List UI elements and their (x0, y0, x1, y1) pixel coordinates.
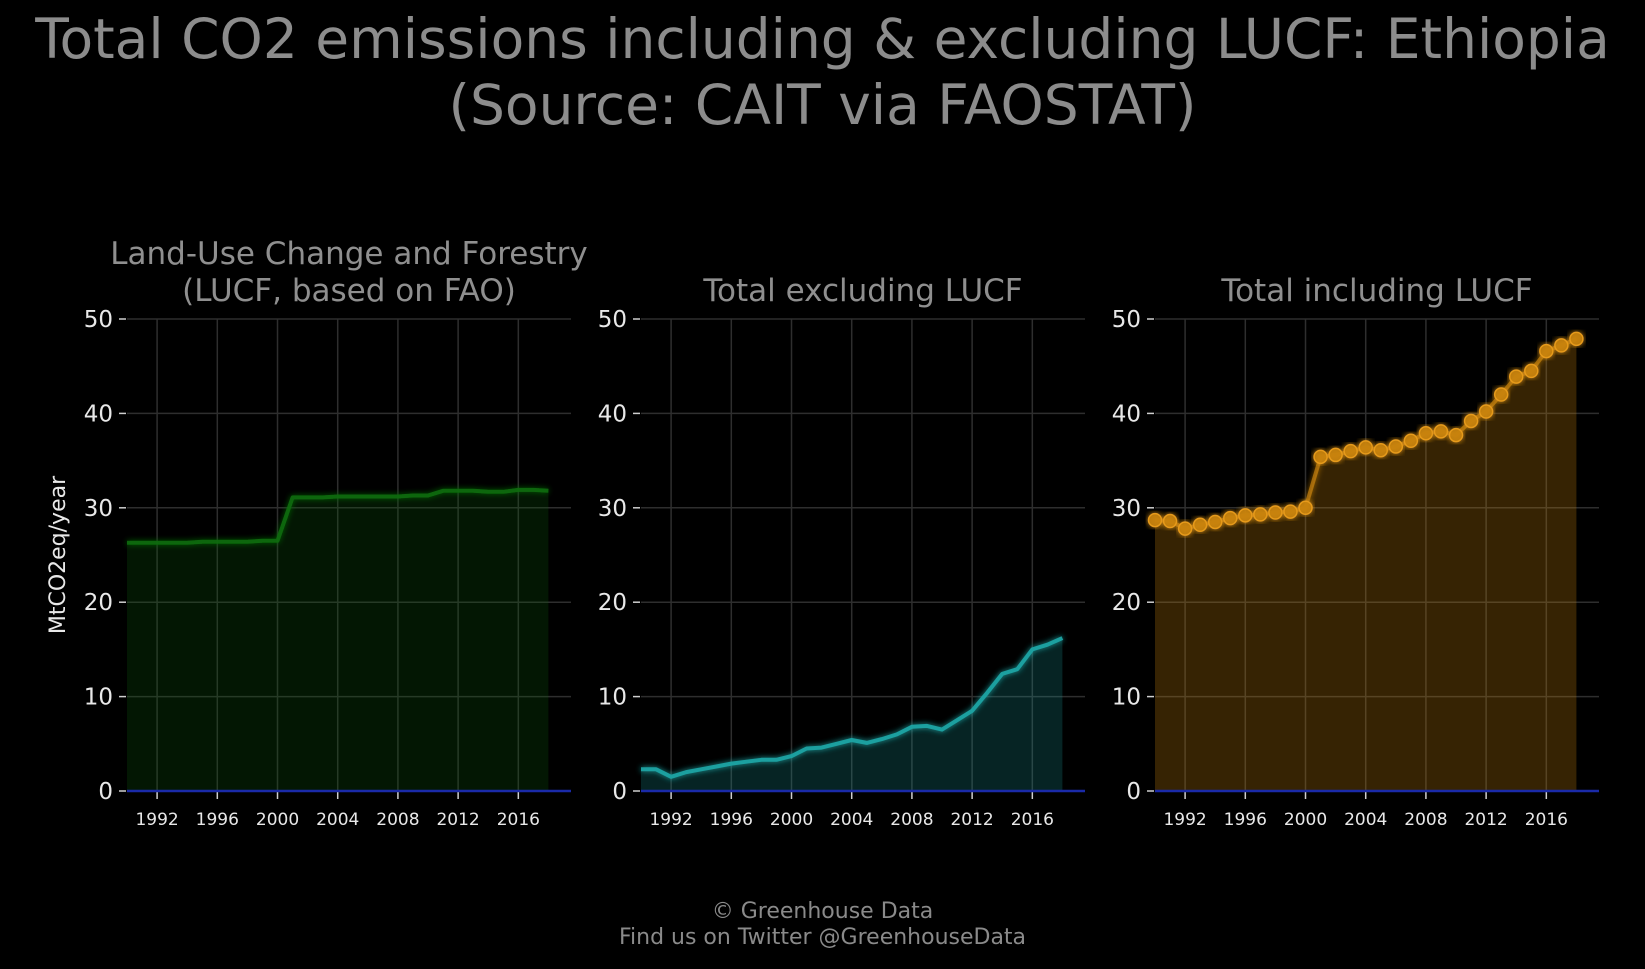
x-tick-label: 2016 (1011, 810, 1054, 830)
panel-title-line: (LUCF, based on FAO) (182, 273, 516, 309)
data-point (1298, 500, 1313, 516)
data-point (1283, 504, 1298, 519)
y-tick-label: 50 (598, 307, 627, 333)
data-point (1388, 439, 1404, 454)
chart-panel-1: 0 10 20 30 40 50 1992 1996 2000 2004 2008 2012 2016 L… (46, 236, 588, 830)
x-tick-label: 1996 (1224, 810, 1267, 830)
data-point (1253, 507, 1268, 522)
data-point (1313, 449, 1328, 465)
chart-panel-2: 0 10 20 30 40 50 1992 1996 2000 2004 2008 2012 2016 T… (598, 273, 1085, 830)
data-point (1192, 517, 1208, 533)
x-tick-label: 2000 (256, 810, 299, 830)
y-axis-label: MtCO2eq/year (46, 475, 71, 634)
series-area (127, 489, 549, 791)
data-point (1554, 338, 1569, 353)
y-tick-label: 20 (598, 590, 627, 616)
data-point (1177, 521, 1193, 536)
y-tick-label: 20 (84, 590, 113, 616)
main-title-line1: Total CO2 emissions including & excludin… (35, 7, 1610, 71)
x-tick-label: 1992 (649, 810, 692, 830)
data-point (1328, 447, 1343, 463)
data-point (1162, 513, 1178, 529)
x-tick-label: 2012 (950, 810, 993, 830)
data-point (1403, 433, 1419, 449)
data-point (1207, 514, 1223, 530)
y-tick-label: 30 (84, 496, 113, 522)
y-tick-label: 40 (84, 401, 113, 427)
panel-title-line: Total excluding LUCF (702, 273, 1022, 309)
y-tick-label: 20 (1112, 590, 1141, 616)
x-tick-label: 1992 (1163, 810, 1206, 830)
x-tick-label: 2008 (890, 810, 933, 830)
x-tick-label: 2008 (1404, 810, 1447, 830)
footer: © Greenhouse Data Find us on Twitter @Gr… (0, 899, 1645, 951)
x-tick-label: 2004 (316, 810, 359, 830)
y-tick-label: 40 (1112, 401, 1141, 427)
chart-panel-3: 0 10 20 30 40 50 1992 1996 2000 2004 2008 2012 2016 T… (1112, 273, 1599, 830)
data-point (1238, 508, 1253, 523)
x-tick-label: 2004 (830, 810, 873, 830)
data-point (1373, 442, 1389, 458)
data-point (1493, 387, 1509, 402)
data-point (1147, 512, 1163, 528)
panel-title-line: Total including LUCF (1220, 273, 1532, 309)
y-tick-label: 30 (598, 496, 627, 522)
y-tick-label: 0 (1126, 779, 1141, 805)
data-point (1358, 440, 1373, 455)
y-tick-label: 0 (612, 779, 627, 805)
data-point (1524, 363, 1539, 379)
data-point (1478, 404, 1494, 419)
footer-twitter: Find us on Twitter @GreenhouseData (618, 925, 1027, 950)
y-tick-label: 10 (84, 685, 113, 711)
footer-copyright: © Greenhouse Data (711, 899, 934, 924)
main-title-line2: (Source: CAIT via FAOSTAT) (448, 73, 1197, 137)
data-point (1418, 425, 1434, 441)
main-title: Total CO2 emissions including & excludin… (0, 6, 1645, 138)
data-point (1569, 331, 1584, 347)
y-tick-label: 40 (598, 401, 627, 427)
x-tick-label: 1996 (710, 810, 753, 830)
x-tick-label: 1996 (196, 810, 239, 830)
data-point (1448, 427, 1464, 443)
series-area (1155, 338, 1577, 791)
data-point (1343, 443, 1358, 459)
data-point (1223, 510, 1238, 526)
x-tick-label: 2016 (1525, 810, 1568, 830)
y-tick-label: 10 (1112, 685, 1141, 711)
x-tick-label: 2004 (1344, 810, 1387, 830)
x-tick-label: 2016 (497, 810, 540, 830)
y-tick-label: 10 (598, 685, 627, 711)
y-tick-label: 50 (1112, 307, 1141, 333)
data-point (1268, 505, 1283, 520)
x-tick-label: 2012 (1464, 810, 1507, 830)
x-tick-label: 2000 (1284, 810, 1327, 830)
data-point (1463, 413, 1479, 429)
x-tick-label: 2012 (436, 810, 479, 830)
x-tick-label: 2000 (770, 810, 813, 830)
data-point (1433, 424, 1449, 439)
series-line (127, 487, 549, 545)
data-point (1539, 343, 1554, 359)
y-tick-label: 50 (84, 307, 113, 333)
y-tick-label: 0 (98, 779, 113, 805)
data-point (1508, 369, 1524, 384)
x-tick-label: 1992 (135, 810, 178, 830)
series-area (641, 638, 1063, 791)
series-line (641, 636, 1064, 779)
x-tick-label: 2008 (376, 810, 419, 830)
panel-title-line: Land-Use Change and Forestry (110, 236, 588, 272)
y-tick-label: 30 (1112, 496, 1141, 522)
